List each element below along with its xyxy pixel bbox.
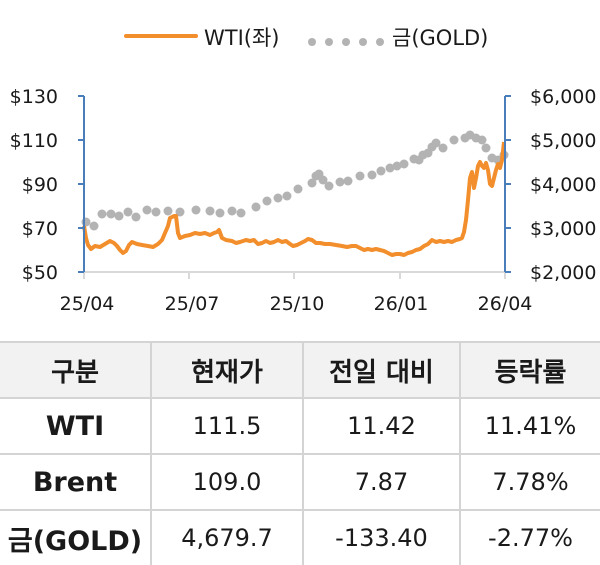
- wti-legend-line-icon: [124, 34, 198, 38]
- gold-data-point: [335, 177, 345, 187]
- gold-data-point: [324, 181, 334, 191]
- price-chart: $130 $110 $90 $70 $50 $6,000 $5,000 $4,0…: [10, 86, 597, 315]
- gold-data-point: [205, 206, 215, 216]
- left-tick-70: $70: [22, 218, 58, 240]
- right-tick-5000: $5,000: [530, 130, 596, 152]
- gold-data-point: [343, 176, 353, 186]
- gold-data-point: [399, 159, 409, 169]
- gold-data-point: [307, 178, 317, 188]
- x-axis-ticks: [83, 272, 506, 279]
- row-price: 4,679.7: [150, 509, 304, 565]
- gold-data-point: [114, 211, 124, 221]
- gold-data-point: [282, 191, 292, 201]
- gold-data-point: [131, 212, 141, 222]
- right-tick-6000: $6,000: [530, 86, 596, 108]
- gold-data-point: [438, 143, 448, 153]
- x-tick-2507: 25/07: [165, 293, 220, 315]
- gold-data-point: [376, 166, 386, 176]
- gold-data-point: [385, 163, 395, 173]
- row-change: 7.87: [302, 453, 461, 511]
- table-header-row: 구분 현재가 전일 대비 등락률: [0, 341, 600, 399]
- x-tick-2601: 26/01: [374, 293, 429, 315]
- gold-data-point: [97, 209, 107, 219]
- row-rate: -2.77%: [459, 509, 600, 565]
- left-tick-110: $110: [10, 130, 58, 152]
- gold-data-point: [477, 135, 487, 145]
- gold-data-point: [151, 207, 161, 217]
- x-tick-2604: 26/04: [478, 293, 533, 315]
- row-change: 11.42: [302, 397, 461, 455]
- row-name: 금(GOLD): [0, 509, 152, 565]
- left-tick-90: $90: [22, 174, 58, 196]
- gold-data-point: [431, 138, 441, 148]
- gold-data-point: [262, 196, 272, 206]
- gold-data-point: [89, 221, 99, 231]
- header-change: 전일 대비: [302, 341, 461, 399]
- row-rate: 7.78%: [459, 453, 600, 511]
- x-tick-2510: 25/10: [270, 293, 325, 315]
- gold-legend-label: 금(GOLD): [392, 26, 489, 50]
- row-rate: 11.41%: [459, 397, 600, 455]
- left-tick-130: $130: [10, 86, 58, 108]
- row-name: WTI: [0, 397, 152, 455]
- gold-data-point: [123, 207, 133, 217]
- table-row: WTI 111.5 11.42 11.41%: [0, 397, 600, 455]
- gold-data-point: [251, 202, 261, 212]
- chart-legend: WTI(좌) 금(GOLD): [0, 20, 600, 50]
- table-row: 금(GOLD) 4,679.7 -133.40 -2.77%: [0, 509, 600, 565]
- right-tick-3000: $3,000: [530, 218, 596, 240]
- gold-data-point: [215, 208, 225, 218]
- gold-data-point: [318, 175, 328, 185]
- header-rate: 등락률: [459, 341, 600, 399]
- wti-series-line: [82, 141, 506, 257]
- gold-data-point: [236, 208, 246, 218]
- gold-data-point: [392, 161, 402, 171]
- right-tick-4000: $4,000: [530, 174, 596, 196]
- row-price: 111.5: [150, 397, 304, 455]
- table-row: Brent 109.0 7.87 7.78%: [0, 453, 600, 511]
- row-change: -133.40: [302, 509, 461, 565]
- gold-data-point: [163, 206, 173, 216]
- gold-data-point: [449, 135, 459, 145]
- gold-data-point: [355, 171, 365, 181]
- gold-series-dots: [81, 130, 509, 231]
- header-category: 구분: [0, 341, 152, 399]
- header-price: 현재가: [150, 341, 304, 399]
- price-table: 구분 현재가 전일 대비 등락률 WTI 111.5 11.42 11.41% …: [0, 341, 600, 565]
- gold-data-point: [106, 209, 116, 219]
- x-tick-2504: 25/04: [60, 293, 115, 315]
- gold-data-point: [81, 217, 91, 227]
- gold-data-point: [227, 206, 237, 216]
- gold-data-point: [142, 205, 152, 215]
- right-tick-2000: $2,000: [530, 262, 596, 284]
- gold-data-point: [273, 193, 283, 203]
- gold-data-point: [175, 207, 185, 217]
- gold-data-point: [367, 170, 377, 180]
- row-price: 109.0: [150, 453, 304, 511]
- row-name: Brent: [0, 453, 152, 511]
- gold-legend-dots-icon: [308, 31, 393, 50]
- left-tick-50: $50: [22, 262, 58, 284]
- gold-data-point: [293, 184, 303, 194]
- gold-data-point: [191, 205, 201, 215]
- wti-legend-label: WTI(좌): [204, 26, 280, 50]
- gold-data-point: [481, 143, 491, 153]
